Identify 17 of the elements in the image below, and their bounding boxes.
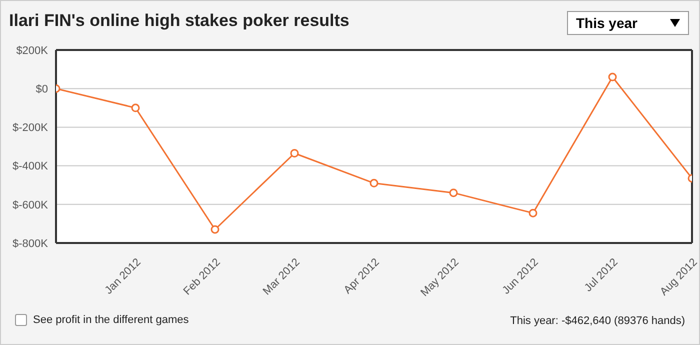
point [290, 149, 299, 158]
y-tick-label: $-800K [12, 238, 49, 250]
point [449, 188, 458, 198]
point [528, 208, 538, 218]
point [131, 104, 140, 112]
y-tick-label: $200K [16, 44, 49, 57]
y-tick-label: $0 [36, 84, 48, 96]
chart-title: Ilari FIN's online high stakes poker results [9, 11, 350, 31]
point [608, 72, 617, 82]
y-tick-label: $-200K [12, 122, 49, 134]
dropdown: This year [567, 11, 689, 35]
text: This year: -$462,640 (89376 hands) [510, 315, 685, 327]
point [210, 225, 220, 234]
y-tick-label: $-400K [12, 160, 49, 173]
y-tick-label: $-600K [12, 199, 49, 212]
point [370, 178, 378, 188]
text: See profit in the different games [33, 314, 189, 326]
